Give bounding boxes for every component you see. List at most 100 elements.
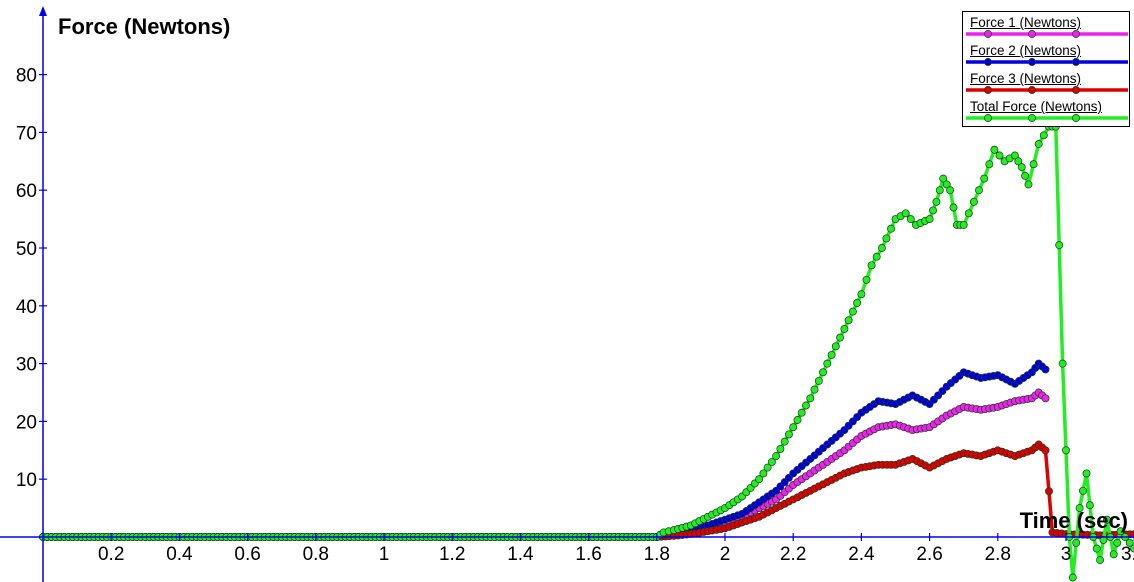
- data-point: [848, 307, 857, 316]
- y-tick-label: 60: [16, 181, 37, 202]
- data-point: [755, 475, 764, 484]
- data-point: [823, 359, 832, 368]
- series-layer: [39, 122, 1134, 582]
- x-tick-label: 2: [720, 544, 731, 565]
- data-point: [1068, 573, 1077, 582]
- data-point: [929, 206, 937, 215]
- data-point: [763, 463, 772, 472]
- y-axis-arrow: [39, 6, 47, 16]
- x-tick-label: 1.2: [439, 544, 465, 565]
- data-point: [964, 209, 973, 218]
- data-point: [789, 423, 798, 432]
- data-point: [969, 197, 978, 206]
- series-2: [39, 359, 1050, 541]
- series-4: [39, 122, 1134, 582]
- data-point: [1092, 544, 1101, 553]
- data-point: [1102, 515, 1111, 524]
- legend-item: Force 1 (Newtons): [966, 14, 1128, 41]
- data-point: [767, 457, 776, 466]
- y-axis-title: Force (Newtons): [58, 14, 230, 39]
- series-line: [43, 361, 1047, 539]
- x-tick-label: 0.2: [98, 544, 124, 565]
- data-point: [882, 234, 891, 243]
- x-tick-label: 2.2: [780, 544, 806, 565]
- data-point: [802, 401, 810, 410]
- data-point: [1062, 446, 1070, 455]
- legend-swatch: [966, 114, 1128, 122]
- data-point: [759, 469, 768, 478]
- x-tick-label: 2.8: [985, 544, 1011, 565]
- series-line: [43, 124, 1134, 580]
- data-point: [844, 316, 853, 325]
- data-point: [857, 290, 866, 299]
- data-point: [1029, 160, 1038, 169]
- data-point: [1082, 469, 1091, 478]
- data-point: [819, 368, 827, 377]
- data-point: [814, 376, 823, 385]
- y-tick-label: 10: [16, 470, 37, 491]
- legend-item: Force 2 (Newtons): [966, 42, 1128, 69]
- data-point: [939, 174, 948, 183]
- data-point: [810, 385, 819, 394]
- data-point: [1109, 550, 1118, 559]
- x-tick-label: 0.4: [166, 544, 193, 565]
- x-tick-label: 1.8: [644, 544, 670, 565]
- data-point: [959, 220, 968, 229]
- legend-item: Force 3 (Newtons): [966, 70, 1128, 97]
- x-tick-label: 0.6: [234, 544, 260, 565]
- data-point: [935, 186, 944, 195]
- series-line: [43, 442, 1134, 539]
- legend-swatch: [966, 86, 1128, 94]
- data-point: [797, 408, 806, 417]
- data-point: [1021, 171, 1030, 180]
- data-point: [985, 160, 994, 169]
- data-point: [1130, 544, 1134, 553]
- data-point: [776, 444, 785, 453]
- data-point: [1010, 151, 1019, 160]
- data-point: [975, 186, 983, 195]
- y-tick-label: 30: [16, 355, 37, 376]
- data-point: [1130, 530, 1134, 539]
- data-point: [1024, 180, 1033, 189]
- legend-item: Total Force (Newtons): [966, 98, 1128, 125]
- chart-legend: Force 1 (Newtons) Force 2 (Newtons) Force …: [962, 11, 1130, 127]
- data-point: [780, 437, 789, 446]
- data-point: [1041, 394, 1050, 403]
- data-point: [827, 350, 836, 359]
- data-point: [806, 394, 815, 403]
- data-point: [980, 174, 989, 183]
- legend-label: Force 2 (Newtons): [970, 43, 1082, 58]
- data-point: [793, 416, 802, 424]
- data-point: [1034, 140, 1043, 148]
- y-tick-label: 80: [16, 66, 37, 87]
- x-axis-title: Time (sec): [1020, 508, 1128, 533]
- data-point: [1055, 241, 1064, 250]
- legend-label: Total Force (Newtons): [970, 99, 1103, 114]
- data-point: [836, 333, 845, 342]
- data-point: [840, 324, 849, 333]
- data-point: [946, 186, 955, 195]
- y-tick-label: 70: [16, 123, 37, 144]
- data-point: [949, 203, 958, 212]
- data-point: [1041, 365, 1050, 374]
- legend-label: Force 3 (Newtons): [970, 71, 1082, 86]
- data-point: [1014, 157, 1023, 166]
- data-point: [901, 209, 910, 218]
- axes-layer: 0.2 0.4 0.6 0.8 1 1.2 1.4 1.6 1.8 2 2.2 2.4 2.6 2.8 3 3…: [0, 6, 1134, 582]
- data-point: [877, 244, 886, 252]
- data-point: [831, 342, 840, 351]
- x-tick-label: 3.2: [1121, 544, 1134, 565]
- data-point: [772, 452, 781, 461]
- x-tick-label: 1.6: [575, 544, 601, 565]
- data-point: [1079, 486, 1087, 495]
- x-tick-label: 1: [379, 544, 390, 565]
- data-point: [932, 197, 941, 206]
- data-point: [990, 145, 999, 154]
- data-point: [862, 275, 871, 284]
- legend-swatch: [966, 30, 1128, 38]
- data-point: [1125, 538, 1134, 547]
- x-tick-label: 0.8: [303, 544, 329, 565]
- data-point: [1116, 527, 1125, 536]
- data-point: [784, 430, 793, 439]
